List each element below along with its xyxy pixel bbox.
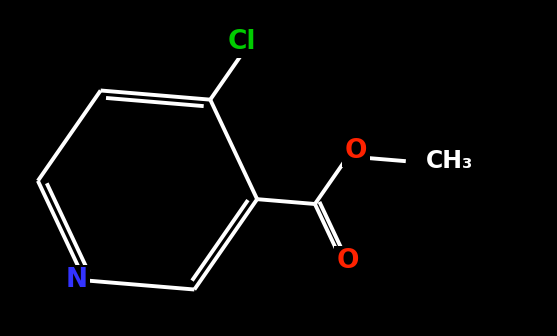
Text: N: N bbox=[66, 267, 88, 293]
Text: Cl: Cl bbox=[227, 30, 256, 55]
Text: O: O bbox=[336, 248, 359, 275]
Text: O: O bbox=[345, 138, 367, 164]
Text: CH₃: CH₃ bbox=[426, 149, 473, 173]
